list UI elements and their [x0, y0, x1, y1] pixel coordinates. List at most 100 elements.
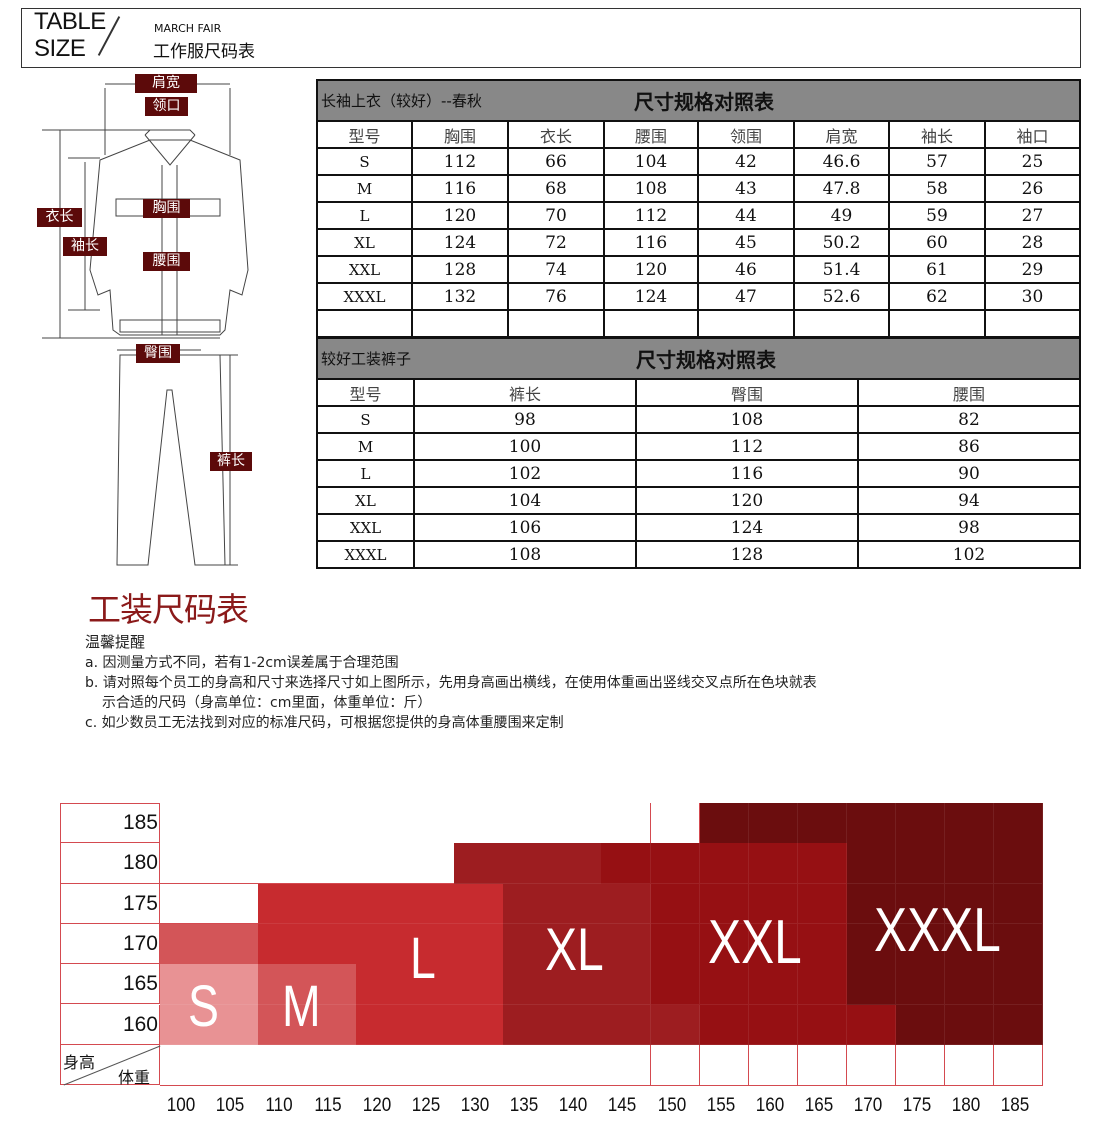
note-c: c. 如少数员工无法找到对应的标准尺码，可根据您提供的身高体重腰围来定制	[85, 715, 564, 731]
size-cell-empty	[258, 1044, 308, 1086]
value-cell: 112	[411, 147, 509, 176]
table-row: XXXL 108 128 102	[316, 540, 1081, 569]
note-b-continued: 示合适的尺码（身高单位：cm里面，体重单位：斤）	[102, 695, 432, 711]
height-label: 180	[122, 851, 158, 875]
size-cell-xl	[552, 843, 602, 885]
value-cell: 108	[635, 405, 859, 434]
size-cell-xxl	[797, 1004, 848, 1046]
size-cell-empty	[209, 803, 259, 844]
weight-label: 145	[608, 1095, 637, 1116]
size-cell-xxl	[699, 843, 750, 885]
logo-table: TABLE	[34, 8, 106, 35]
value-cell: 102	[857, 540, 1081, 569]
value-cell: 44	[697, 201, 795, 230]
size-cell-empty	[356, 1044, 406, 1086]
table-row: L 102 116 90	[316, 459, 1081, 488]
column-header: 肩宽	[793, 120, 890, 149]
value-cell: 132	[411, 282, 509, 311]
size-cell-l	[405, 1004, 455, 1046]
header-box	[21, 8, 1081, 68]
size-cell-empty	[405, 1044, 455, 1086]
size-cell-l	[454, 883, 504, 925]
weight-label: 125	[411, 1095, 441, 1116]
column-header: 袖长	[888, 120, 986, 149]
size-cell-empty	[748, 1044, 799, 1086]
height-label: 185	[122, 811, 158, 834]
size-cell	[316, 309, 413, 338]
value-cell: 116	[603, 228, 699, 257]
size-label-xxxl: XXXL	[874, 896, 1001, 965]
value-cell: 66	[507, 147, 605, 176]
size-label-s: S	[188, 974, 219, 1039]
table-row: L 120 70 112 44 49 59 27	[316, 201, 1081, 230]
value-cell: 70	[507, 201, 605, 230]
size-cell-empty	[209, 843, 259, 885]
size-cell-xxl	[699, 923, 750, 965]
height-label: 160	[122, 1012, 158, 1036]
value-cell: 62	[888, 282, 986, 311]
value-cell: 108	[603, 174, 699, 203]
value-cell: 26	[984, 174, 1081, 203]
garment-diagram	[42, 83, 249, 566]
table-row: XXL 106 124 98	[316, 513, 1081, 542]
value-cell: 60	[888, 228, 986, 257]
size-cell: S	[316, 405, 415, 434]
size-cell-xxl	[699, 1004, 750, 1046]
table-row: XXXL 132 76 124 47 52.6 62 30	[316, 282, 1081, 311]
pants-size-table: 较好工装裤子 尺寸规格对照表 型号 裤长 臀围 腰围 S 98 108 82 M 100 112 86 L…	[316, 337, 1081, 569]
table-header-row: 型号 裤长 臀围 腰围	[316, 378, 1081, 407]
value-cell: 128	[635, 540, 859, 569]
size-cell-empty	[209, 883, 259, 925]
size-cell-xl	[601, 923, 651, 965]
size-cell-xxl	[748, 843, 799, 885]
value-cell: 116	[411, 174, 509, 203]
value-cell: 25	[984, 147, 1081, 176]
value-cell: 50.2	[793, 228, 890, 257]
size-cell-xxl	[601, 843, 651, 885]
size-cell-xxl	[797, 843, 848, 885]
size-cell-xxxl	[846, 843, 897, 885]
value-cell: 43	[697, 174, 795, 203]
table-row: S 98 108 82	[316, 405, 1081, 434]
jacket-table-heading: 尺寸规格对照表	[604, 79, 1081, 122]
weight-label: 165	[804, 1095, 833, 1116]
column-header: 裤长	[413, 378, 637, 407]
size-cell-xxxl	[846, 883, 897, 925]
size-cell-m	[209, 923, 259, 965]
table-header-row: 型号 胸围 衣长 腰围 领围 肩宽 袖长 袖口	[316, 120, 1081, 149]
size-cell-empty	[454, 1044, 504, 1086]
size-cell-l	[356, 1004, 406, 1046]
value-cell: 76	[507, 282, 605, 311]
size-cell: M	[316, 432, 415, 461]
table-size-logo: TABLE SIZE	[34, 8, 106, 62]
logo-size: SIZE	[34, 35, 86, 62]
weight-label: 110	[265, 1095, 293, 1116]
value-cell: 112	[635, 432, 859, 461]
size-cell-xl	[552, 1004, 602, 1046]
height-label-cell	[60, 964, 160, 1005]
value-cell	[411, 309, 509, 338]
size-label-xl: XL	[545, 916, 604, 983]
size-cell-empty	[160, 1044, 210, 1086]
column-header: 型号	[316, 120, 413, 149]
size-cell-xxxl	[993, 803, 1044, 844]
section-title: 工装尺码表	[88, 590, 249, 629]
pants-table-title: 较好工装裤子	[316, 337, 636, 380]
size-cell: L	[316, 201, 413, 230]
value-cell: 68	[507, 174, 605, 203]
size-cell-empty	[601, 803, 651, 844]
height-label-cell	[60, 883, 160, 924]
jacket-size-table: 长袖上衣（较好）--春秋 尺寸规格对照表 型号 胸围 衣长 腰围 领围 肩宽 袖长 袖口 S 112…	[316, 79, 1081, 338]
size-cell-m	[160, 923, 210, 965]
size-cell-xl	[503, 843, 553, 885]
height-label-cell	[60, 923, 160, 965]
value-cell: 47.8	[793, 174, 890, 203]
size-cell-xxxl	[944, 803, 995, 844]
weight-label: 115	[314, 1095, 342, 1116]
size-cell-xxl	[748, 1004, 799, 1046]
size-cell-empty	[307, 843, 357, 885]
size-cell-xxl	[650, 883, 701, 925]
size-cell-xxxl	[993, 883, 1044, 925]
size-cell: XL	[316, 228, 413, 257]
value-cell: 124	[635, 513, 859, 542]
